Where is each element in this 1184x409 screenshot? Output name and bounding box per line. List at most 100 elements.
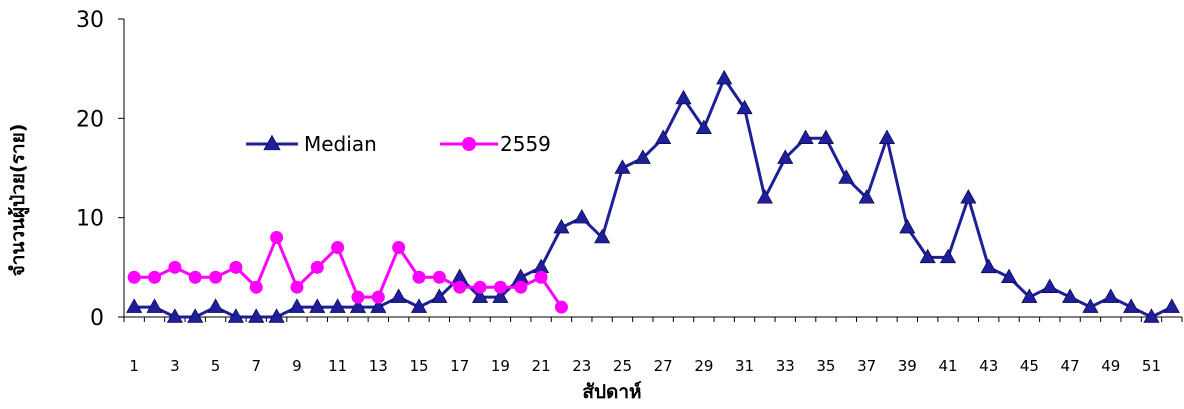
x-tick-label: 1 (129, 357, 139, 375)
x-tick-label: 27 (654, 357, 673, 375)
data-point (1062, 288, 1079, 303)
data-point (227, 308, 244, 323)
data-point (309, 298, 326, 313)
data-point (634, 149, 651, 164)
x-tick-label: 33 (776, 357, 795, 375)
x-tick-label: 19 (491, 357, 510, 375)
data-point (168, 260, 182, 274)
series-median (126, 69, 1180, 323)
data-point (756, 189, 773, 204)
data-point (187, 308, 204, 323)
data-point (1001, 268, 1018, 284)
x-tick-label: 41 (938, 357, 957, 375)
data-point (1021, 288, 1038, 303)
data-point (878, 129, 896, 144)
data-point (960, 189, 977, 204)
data-point (1082, 298, 1099, 313)
x-axis-title: สัปดาห์ (582, 381, 641, 403)
data-point (492, 288, 509, 303)
data-point (655, 129, 672, 144)
data-point (675, 89, 692, 105)
data-point (166, 308, 183, 323)
data-point (533, 258, 550, 274)
data-point (939, 248, 957, 264)
data-point (1123, 298, 1140, 313)
data-point (410, 298, 428, 313)
data-point (554, 300, 568, 314)
data-point (288, 298, 305, 313)
data-point (899, 218, 916, 234)
data-point (146, 298, 163, 313)
y-axis-title-group: จำนวนผู้ป่วย(ราย) (7, 124, 30, 277)
x-tick-label: 37 (857, 357, 876, 375)
data-point (390, 288, 407, 303)
data-point (188, 270, 202, 284)
y-tick-label: 10 (76, 207, 104, 232)
data-point (331, 240, 345, 254)
data-point (263, 134, 281, 151)
x-tick-label: 11 (328, 357, 347, 375)
y-tick-label: 0 (90, 306, 104, 331)
data-point (777, 149, 794, 164)
data-point (207, 298, 224, 313)
series-line (134, 77, 1173, 319)
data-point (573, 208, 590, 224)
x-tick-label: 5 (211, 357, 221, 375)
data-point (594, 228, 611, 244)
data-point (126, 298, 143, 313)
data-point (349, 298, 367, 313)
legend-item: 2559 (440, 132, 551, 156)
series-line (134, 236, 563, 308)
data-point (614, 159, 631, 174)
legend: Median 2559 (246, 132, 551, 156)
x-tick-label: 3 (170, 357, 180, 375)
series-2559 (127, 231, 568, 314)
data-point (980, 258, 997, 274)
data-point (1143, 308, 1160, 323)
data-point (290, 280, 304, 294)
data-point (858, 189, 875, 204)
x-tick-label: 47 (1061, 357, 1080, 375)
data-point (310, 260, 324, 274)
data-point (412, 270, 426, 284)
x-tick-label: 15 (409, 357, 428, 375)
x-tick-label: 25 (613, 357, 632, 375)
x-tick-label: 49 (1101, 357, 1120, 375)
data-point (371, 290, 385, 304)
data-point (248, 308, 265, 323)
data-point (838, 169, 855, 184)
data-point (473, 280, 487, 294)
data-point (148, 270, 162, 284)
x-tick-label: 17 (450, 357, 469, 375)
data-point (817, 129, 834, 144)
data-point (432, 270, 446, 284)
data-point (797, 129, 814, 144)
data-point (1102, 288, 1119, 303)
data-point (229, 260, 243, 274)
x-tick-label: 7 (251, 357, 261, 375)
data-point (919, 248, 936, 264)
data-point (716, 69, 733, 85)
data-point (392, 240, 406, 254)
data-point (493, 280, 507, 294)
x-tick-label: 39 (898, 357, 917, 375)
x-tick-label: 13 (369, 357, 388, 375)
data-point (736, 99, 753, 115)
y-tick-label: 20 (76, 107, 104, 132)
data-point (249, 280, 263, 294)
data-point (472, 288, 489, 303)
data-point (351, 290, 365, 304)
x-tick-label: 21 (532, 357, 551, 375)
data-point (514, 280, 528, 294)
x-tick-label: 43 (979, 357, 998, 375)
data-point (209, 270, 223, 284)
data-point (329, 298, 346, 313)
data-point (270, 231, 284, 245)
y-tick-label: 30 (76, 8, 104, 33)
data-point (1163, 298, 1180, 313)
data-point (553, 218, 570, 234)
data-point (370, 298, 387, 313)
legend-item: Median (246, 132, 377, 156)
